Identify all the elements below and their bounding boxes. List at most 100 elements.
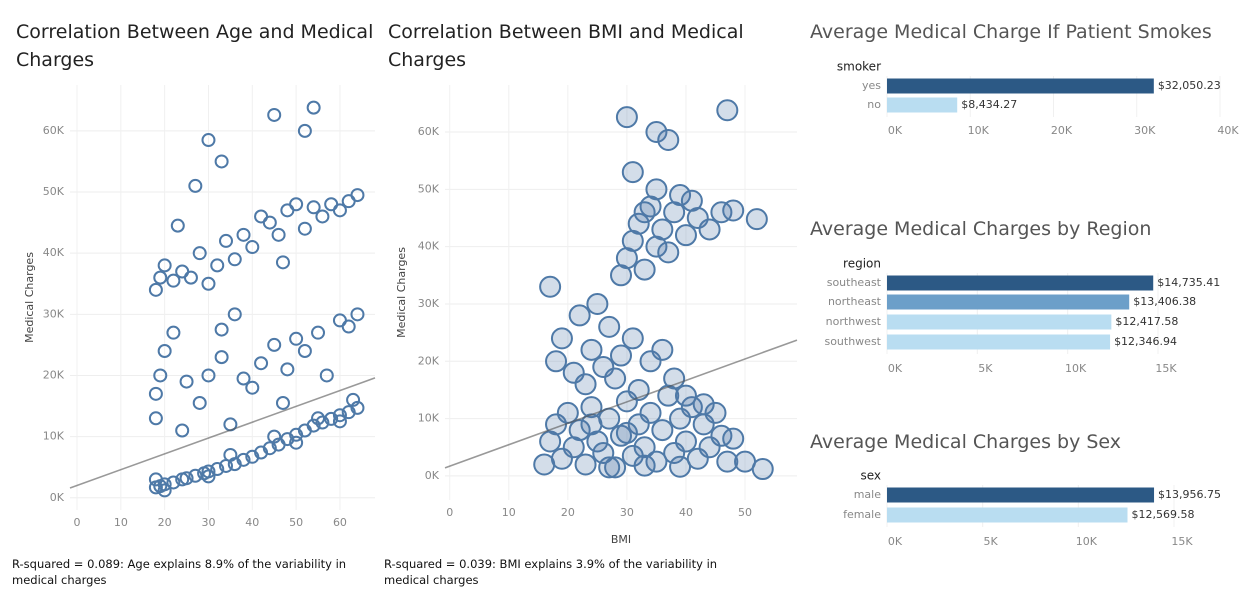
r-squared-note: R-squared = 0.089: Age explains 8.9% of … — [12, 557, 347, 587]
value-label: $32,050.23 — [1158, 79, 1221, 92]
point — [179, 471, 194, 486]
point — [183, 270, 198, 285]
y-tick-label: 0K — [50, 491, 65, 504]
category-label: southwest — [824, 335, 881, 348]
trend-line — [69, 377, 376, 489]
y-tick-label: 30K — [418, 297, 440, 310]
point — [657, 129, 680, 152]
chart-title: Correlation Between Age and Medical Char… — [16, 21, 374, 71]
point — [350, 307, 365, 322]
point — [148, 411, 163, 426]
point — [332, 414, 347, 429]
category-header: smoker — [837, 60, 881, 74]
category-label: northeast — [828, 295, 882, 308]
point — [179, 374, 194, 389]
point — [148, 386, 163, 401]
category-label: male — [854, 488, 882, 501]
bar — [887, 487, 1155, 503]
x-axis-title: BMI — [611, 533, 631, 546]
x-tick-label: 40 — [245, 516, 259, 529]
chart-title: Average Medical Charges by Region — [810, 218, 1152, 240]
point — [556, 401, 579, 424]
point — [275, 255, 290, 270]
point — [674, 430, 697, 453]
x-tick-label: 5K — [984, 535, 999, 548]
point — [192, 395, 207, 410]
chart-title: Correlation Between BMI and Medical Char… — [388, 21, 744, 71]
point — [289, 197, 304, 212]
point — [692, 393, 715, 416]
x-tick-label: 40K — [1217, 124, 1239, 137]
point — [267, 107, 282, 122]
point — [324, 411, 339, 426]
y-tick-label: 60K — [43, 124, 65, 137]
point — [214, 154, 229, 169]
x-tick-label: 30 — [201, 516, 215, 529]
x-tick-label: 30K — [1134, 124, 1156, 137]
point — [214, 350, 229, 365]
x-tick-label: 50 — [289, 516, 303, 529]
point — [175, 423, 190, 438]
point — [275, 395, 290, 410]
point — [148, 282, 163, 297]
x-tick-label: 10K — [968, 124, 990, 137]
point — [350, 188, 365, 203]
point — [306, 418, 321, 433]
point — [245, 380, 260, 395]
point — [669, 455, 692, 478]
point — [657, 241, 680, 264]
x-tick-label: 10 — [502, 506, 516, 519]
y-tick-label: 30K — [43, 307, 65, 320]
bar — [887, 97, 958, 113]
point — [674, 224, 697, 247]
x-tick-label: 20K — [1051, 124, 1073, 137]
point — [311, 325, 326, 340]
point — [306, 100, 321, 115]
point — [639, 401, 662, 424]
x-tick-label: 15K — [1171, 535, 1193, 548]
point — [568, 419, 591, 442]
value-label: $12,569.58 — [1131, 508, 1194, 521]
point — [598, 315, 621, 338]
x-tick-label: 40 — [679, 506, 693, 519]
point — [201, 276, 216, 291]
point — [350, 400, 365, 415]
y-tick-label: 60K — [418, 125, 440, 138]
point — [223, 447, 238, 462]
point — [267, 337, 282, 352]
point — [297, 221, 312, 236]
point — [267, 429, 282, 444]
point — [188, 468, 203, 483]
point — [201, 464, 216, 479]
point — [604, 456, 627, 479]
point — [201, 133, 216, 148]
point — [610, 344, 632, 367]
x-tick-label: 10K — [1065, 362, 1087, 375]
point — [615, 106, 638, 129]
point — [574, 453, 597, 476]
point — [669, 184, 692, 207]
point — [236, 227, 251, 242]
point — [539, 275, 562, 298]
point — [586, 292, 609, 315]
x-tick-label: 50 — [738, 506, 752, 519]
point — [633, 258, 656, 281]
point — [153, 270, 168, 285]
category-header: region — [843, 257, 881, 271]
point — [633, 454, 656, 477]
point — [645, 178, 668, 201]
point — [166, 475, 181, 490]
bar — [887, 275, 1154, 291]
value-label: $14,735.41 — [1157, 276, 1220, 289]
y-tick-label: 10K — [418, 412, 440, 425]
point — [214, 322, 229, 337]
point — [674, 384, 697, 407]
value-label: $12,346.94 — [1114, 335, 1177, 348]
point — [170, 218, 185, 233]
x-tick-label: 0 — [446, 506, 453, 519]
point — [148, 472, 163, 487]
point — [645, 121, 668, 144]
x-tick-label: 0K — [888, 535, 903, 548]
category-label: northwest — [826, 315, 882, 328]
